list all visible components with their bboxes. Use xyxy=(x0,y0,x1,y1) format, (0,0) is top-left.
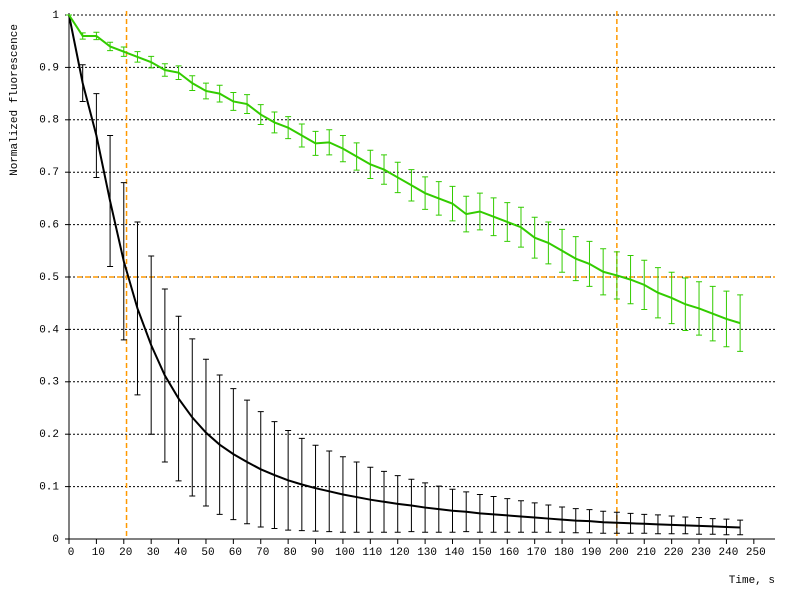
x-tick-label: 120 xyxy=(390,547,410,559)
y-tick-label: 0.6 xyxy=(39,220,59,232)
y-tick-label: 0.1 xyxy=(39,482,59,494)
x-tick-label: 160 xyxy=(499,547,519,559)
series-line xyxy=(68,14,741,325)
x-tick-label: 20 xyxy=(119,547,132,559)
y-tick-label: 1 xyxy=(52,10,59,22)
x-tick-label: 220 xyxy=(664,547,684,559)
y-tick-label: 0.3 xyxy=(39,377,59,389)
x-tick-label: 190 xyxy=(582,547,602,559)
y-tick-label: 0.5 xyxy=(39,272,59,284)
x-tick-label: 40 xyxy=(174,547,187,559)
x-tick-label: 150 xyxy=(472,547,492,559)
y-tick-label: 0.9 xyxy=(39,62,59,74)
x-tick-label: 110 xyxy=(362,547,382,559)
series-line xyxy=(68,14,741,529)
x-tick-label: 30 xyxy=(147,547,160,559)
y-axis-label: Normalized fluorescence xyxy=(9,24,21,176)
x-tick-label: 0 xyxy=(68,547,75,559)
x-tick-label: 10 xyxy=(92,547,105,559)
x-tick-label: 210 xyxy=(636,547,656,559)
x-tick-label: 90 xyxy=(311,547,324,559)
x-tick-label: 100 xyxy=(335,547,355,559)
y-tick-label: 0.8 xyxy=(39,115,59,127)
x-tick-label: 60 xyxy=(229,547,242,559)
x-tick-label: 180 xyxy=(554,547,574,559)
x-tick-label: 140 xyxy=(445,547,465,559)
x-tick-label: 130 xyxy=(417,547,437,559)
x-tick-label: 200 xyxy=(609,547,629,559)
y-tick-label: 0.4 xyxy=(39,324,59,336)
x-tick-label: 50 xyxy=(201,547,214,559)
x-tick-label: 170 xyxy=(527,547,547,559)
x-tick-label: 70 xyxy=(256,547,269,559)
y-tick-label: 0.7 xyxy=(39,167,59,179)
x-tick-label: 250 xyxy=(746,547,766,559)
y-tick-label: 0.2 xyxy=(39,429,59,441)
x-tick-label: 80 xyxy=(284,547,297,559)
x-axis-label: Time, s xyxy=(729,575,775,587)
x-tick-label: 230 xyxy=(691,547,711,559)
y-tick-label: 0 xyxy=(52,534,59,546)
x-tick-label: 240 xyxy=(719,547,739,559)
